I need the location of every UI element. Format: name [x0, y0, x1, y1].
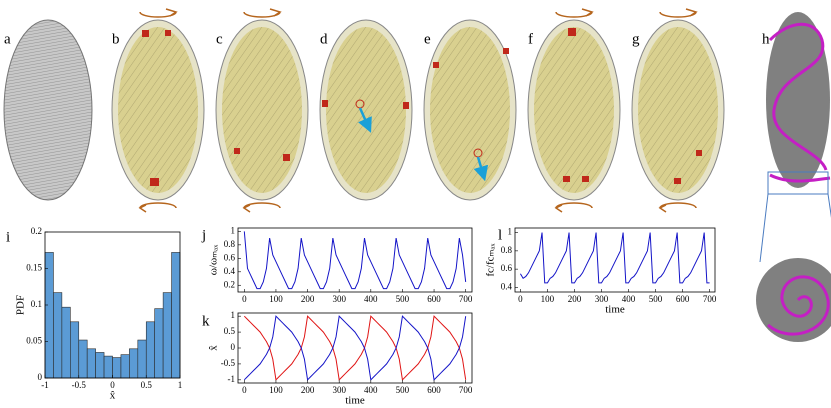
x-tick-label: 200 [301, 294, 315, 304]
x-tick-label: 100 [269, 385, 283, 395]
bar [70, 321, 80, 379]
x-tick-label: 0 [242, 294, 247, 304]
panel-label: h [762, 31, 770, 47]
x-axis-label: time [605, 304, 625, 316]
x-tick-label: 300 [332, 294, 346, 304]
y-tick-label: 0.4 [224, 266, 236, 276]
bar [78, 339, 88, 379]
y-axis-label: ω/ωₘₐₓ [208, 244, 220, 275]
y-tick-label: 0.5 [224, 326, 236, 336]
x-tick-label: 700 [459, 294, 473, 304]
x-tick-label: 400 [364, 294, 378, 304]
x-tick-label: 0 [110, 380, 115, 390]
x-tick-label: 500 [396, 385, 410, 395]
bar [171, 252, 181, 379]
y-tick-label: 0.6 [501, 263, 513, 273]
bar [162, 292, 172, 379]
line [243, 231, 467, 290]
x-tick-label: 400 [622, 294, 636, 304]
y-axis-label: PDF [15, 295, 27, 315]
bar [154, 308, 164, 379]
line [519, 232, 710, 284]
x-tick-label: 500 [396, 294, 410, 304]
x-axis-label: x̂ [110, 390, 116, 402]
x-axis-label: time [345, 395, 365, 407]
axes-frame [237, 227, 473, 293]
x-tick-label: 700 [703, 294, 717, 304]
x-tick-label: 400 [364, 385, 378, 395]
y-tick-label: -0.5 [221, 358, 236, 368]
panel-label: k [202, 313, 210, 329]
x-tick-label: 700 [459, 385, 473, 395]
x-tick-label: 300 [595, 294, 609, 304]
panel-h-image [756, 12, 831, 342]
y-tick-label: 0.15 [26, 263, 42, 273]
y-tick-label: 0.6 [224, 252, 236, 262]
bar [112, 357, 122, 379]
axes-frame [514, 227, 716, 293]
x-tick-label: 0 [242, 385, 247, 395]
y-tick-label: 0.1 [31, 299, 42, 309]
panel-label: c [216, 31, 223, 47]
panel-label: g [632, 31, 640, 47]
line [243, 315, 467, 381]
flow-arrows [355, 99, 489, 182]
x-tick-label: 1 [178, 380, 183, 390]
panel-label: j [201, 227, 206, 243]
y-tick-label: 1 [508, 227, 513, 237]
panel-label: a [4, 31, 11, 47]
bar [137, 339, 147, 379]
axes-frame [237, 312, 473, 384]
panel-label: d [320, 31, 328, 47]
x-tick-label: 0 [518, 294, 523, 304]
y-axis-label: x̂ [208, 345, 220, 351]
x-tick-label: 600 [427, 294, 441, 304]
y-tick-label: 0.2 [31, 226, 42, 236]
bar [53, 292, 63, 379]
bar [120, 354, 130, 379]
y-tick-label: 0.8 [224, 239, 236, 249]
x-tick-label: 0.5 [141, 380, 153, 390]
bar [129, 348, 139, 379]
y-axis-label: fc/fcₘₐₓ [485, 243, 497, 277]
bar [145, 321, 155, 379]
x-tick-label: 600 [676, 294, 690, 304]
y-tick-label: 1 [231, 310, 236, 320]
y-tick-label: 0 [38, 372, 43, 382]
y-tick-label: 1 [231, 225, 236, 235]
defects [142, 28, 702, 186]
x-tick-label: 100 [541, 294, 555, 304]
y-tick-label: 0.4 [501, 281, 513, 291]
x-tick-label: 100 [269, 294, 283, 304]
y-tick-label: -1 [228, 374, 236, 384]
rotation-arrows [138, 8, 698, 213]
x-tick-label: 500 [649, 294, 663, 304]
panel-label: i [6, 229, 10, 245]
line [243, 315, 467, 381]
x-tick-label: 200 [301, 385, 315, 395]
bar [95, 352, 105, 379]
x-tick-label: -0.5 [72, 380, 87, 390]
x-tick-label: 200 [568, 294, 582, 304]
y-tick-label: 0 [231, 342, 236, 352]
bar [103, 355, 113, 379]
x-tick-label: 600 [427, 385, 441, 395]
y-tick-label: 0.2 [224, 279, 235, 289]
panel-a-image [3, 19, 93, 201]
bar [61, 306, 71, 379]
panel-label: l [498, 227, 502, 243]
bar [44, 252, 54, 379]
y-tick-label: 0.8 [501, 245, 513, 255]
panel-label: b [112, 31, 120, 47]
bar [86, 348, 96, 379]
panel-label: f [528, 31, 533, 47]
panel-label: e [424, 31, 431, 47]
x-tick-label: 300 [332, 385, 346, 395]
x-tick-label: -1 [41, 380, 49, 390]
y-tick-label: 0.05 [26, 336, 42, 346]
